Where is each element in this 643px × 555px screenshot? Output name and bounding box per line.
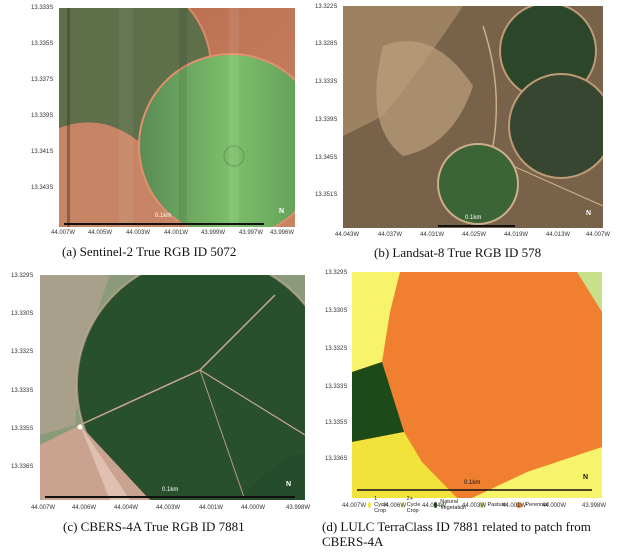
x-tick: 44.031W	[419, 232, 445, 238]
legend-swatch	[400, 502, 404, 508]
x-tick: 44.043W	[334, 232, 360, 238]
y-tick: 13.330S	[11, 311, 34, 317]
y-tick: 13.333S	[11, 388, 34, 394]
x-tick: 43.998W	[285, 505, 311, 511]
x-tick: 44.000W	[240, 505, 266, 511]
x-tick: 44.007W	[585, 232, 611, 238]
y-tick: 13.345S	[315, 155, 338, 161]
scale-bar-label: 0.1km	[162, 487, 179, 493]
x-tick: 44.025W	[461, 232, 487, 238]
scale-bar-label: 0.1km	[464, 480, 481, 486]
x-tick: 44.005W	[87, 230, 113, 236]
x-tick: 44.013W	[545, 232, 571, 238]
y-tick: 13.328S	[315, 41, 338, 47]
x-tick: 43.998W	[581, 503, 607, 509]
y-tick: 13.332S	[325, 346, 348, 352]
lulc-map: 0.1km N	[352, 272, 602, 498]
scale-bar-label: 0.1km	[465, 215, 482, 221]
y-tick: 13.335S	[11, 426, 34, 432]
north-arrow: N	[583, 474, 589, 481]
y-tick: 13.329S	[11, 273, 34, 279]
x-tick: 44.004W	[113, 505, 139, 511]
caption-d: (d) LULC TerraClass ID 7881 related to p…	[322, 519, 591, 549]
x-tick: 44.006W	[71, 505, 97, 511]
x-tick: 44.019W	[503, 232, 529, 238]
sentinel2-image: 0.1km N	[59, 8, 295, 227]
y-tick: 13.330S	[325, 308, 348, 314]
y-tick: 13.341S	[31, 149, 54, 155]
legend-swatch	[433, 502, 438, 508]
x-tick: 44.001W	[501, 503, 527, 509]
legend-swatch	[368, 502, 372, 508]
scale-bar-label: 0.1km	[155, 213, 172, 219]
y-tick: 13.335S	[325, 420, 348, 426]
x-tick: 44.001W	[163, 230, 189, 236]
x-tick: 43.996W	[269, 230, 295, 236]
y-tick: 13.333S	[31, 5, 54, 11]
x-tick: 44.003W	[155, 505, 181, 511]
caption-b: (b) Landsat-8 True RGB ID 578	[374, 245, 542, 260]
x-tick: 44.006W	[381, 503, 407, 509]
x-tick: 44.001W	[198, 505, 224, 511]
y-tick: 13.333S	[315, 79, 338, 85]
x-tick: 43.997W	[238, 230, 264, 236]
caption-a: (a) Sentinel-2 True RGB ID 5072	[62, 244, 237, 259]
y-tick: 13.339S	[31, 113, 54, 119]
y-tick: 13.351S	[315, 192, 338, 198]
legend-item: 1 Cycle Crop	[368, 496, 391, 514]
y-tick: 13.322S	[315, 4, 338, 10]
legend-item: 2+ Cycle Crop	[400, 496, 424, 514]
x-tick: 44.037W	[377, 232, 403, 238]
legend-item: Perennial	[516, 502, 549, 508]
y-tick: 13.337S	[31, 77, 54, 83]
landsat8-image: 0.1km N	[343, 6, 603, 228]
north-arrow: N	[286, 481, 292, 488]
x-tick: 44.004W	[421, 503, 447, 509]
caption-c: (c) CBERS-4A True RGB ID 7881	[63, 519, 245, 534]
x-tick: 44.003W	[461, 503, 487, 509]
legend-swatch	[478, 502, 485, 508]
north-arrow: N	[279, 208, 285, 215]
y-tick: 13.329S	[325, 270, 348, 276]
y-tick: 13.333S	[325, 384, 348, 390]
y-tick: 13.336S	[325, 456, 348, 462]
x-tick: 44.007W	[30, 505, 56, 511]
cbers4a-image: 0.1km N	[40, 275, 305, 500]
y-tick: 13.343S	[31, 185, 54, 191]
legend-item: Pasture	[478, 502, 506, 508]
x-tick: 43.999W	[200, 230, 226, 236]
y-tick: 13.332S	[11, 349, 34, 355]
legend-swatch	[516, 502, 523, 508]
x-tick: 44.007W	[341, 503, 367, 509]
lulc-legend: 1 Cycle Crop 2+ Cycle Crop Natural Veget…	[368, 496, 549, 514]
legend-item: Natural Vegetation	[433, 499, 469, 511]
y-tick: 13.339S	[315, 117, 338, 123]
y-tick: 13.336S	[11, 464, 34, 470]
x-tick: 44.007W	[50, 230, 76, 236]
x-tick: 44.003W	[125, 230, 151, 236]
y-tick: 13.335S	[31, 41, 54, 47]
x-tick: 44.000W	[541, 503, 567, 509]
north-arrow: N	[586, 210, 592, 217]
